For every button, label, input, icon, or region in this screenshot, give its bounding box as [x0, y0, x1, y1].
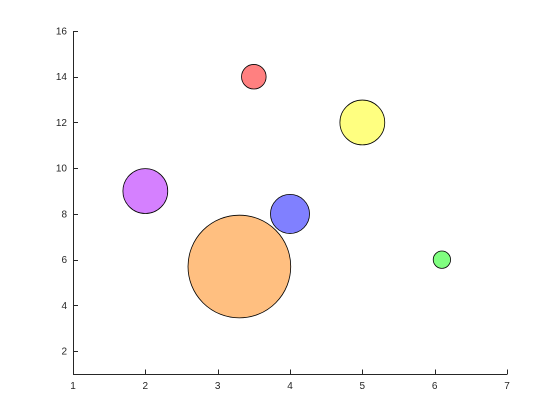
x-tick-label: 3 [215, 381, 221, 392]
y-tick-label: 8 [61, 209, 67, 220]
y-tick-label: 12 [56, 118, 68, 129]
x-tick-label: 2 [143, 381, 149, 392]
bubble-point-3 [122, 168, 169, 214]
y-tick-label: 4 [61, 301, 67, 312]
x-tick-label: 1 [70, 381, 76, 392]
bubble-layer [122, 64, 451, 319]
y-tick-label: 14 [56, 72, 68, 83]
bubble-point-6 [432, 250, 451, 269]
bubble-point-2 [339, 99, 386, 146]
x-tick-label: 7 [504, 381, 510, 392]
y-tick-label: 2 [61, 347, 67, 358]
y-tick-label: 16 [56, 27, 68, 38]
bubble-point-5 [187, 214, 292, 319]
x-axis-ticks: 1 2 3 4 5 6 7 [70, 369, 510, 392]
x-tick-label: 4 [287, 381, 293, 392]
bubble-point-1 [241, 64, 267, 90]
bubble-point-4 [270, 193, 310, 234]
y-axis-ticks: 2 4 6 8 10 12 14 16 [56, 27, 78, 358]
x-tick-label: 6 [432, 381, 438, 392]
y-tick-label: 10 [56, 164, 68, 175]
y-tick-label: 6 [61, 255, 67, 266]
x-tick-label: 5 [360, 381, 366, 392]
